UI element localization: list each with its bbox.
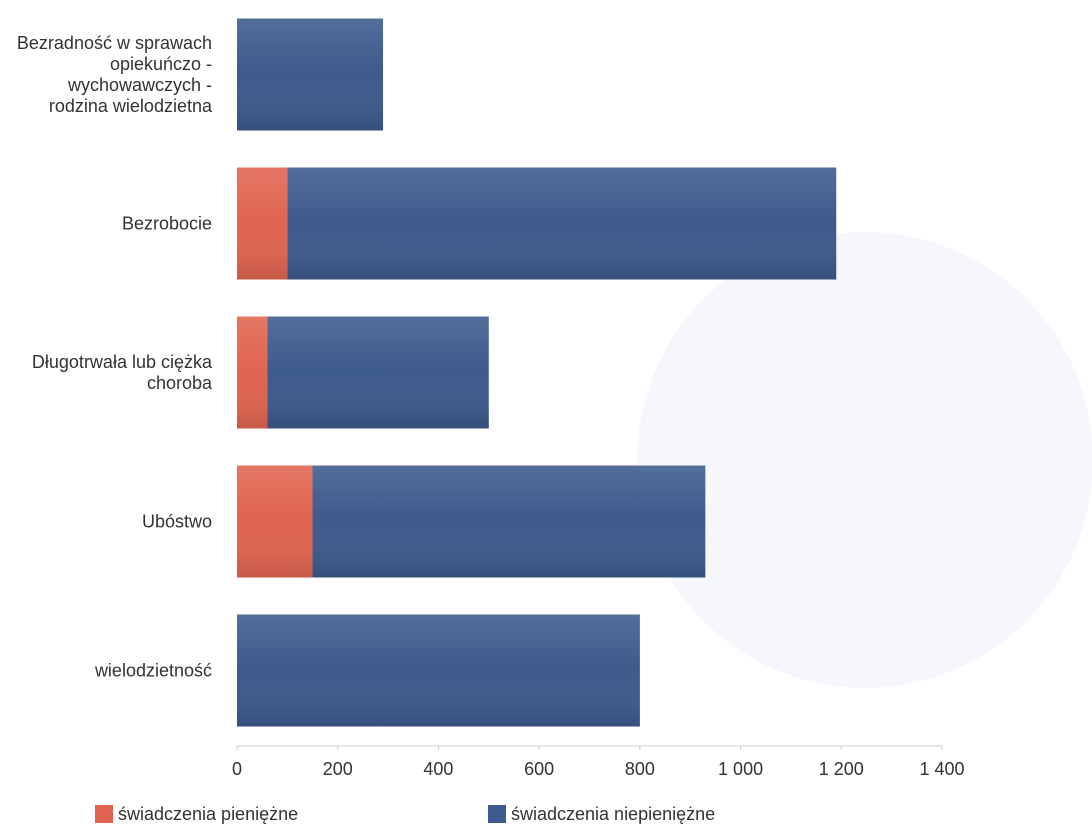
category-label: Bezradność w sprawach opiekuńczo - wycho… — [16, 32, 212, 116]
category-label: wielodzietność — [94, 660, 212, 680]
bar-shade — [237, 167, 288, 280]
x-tick-label: 1 200 — [819, 759, 864, 779]
legend-swatch — [95, 805, 113, 823]
legend-swatch — [488, 805, 506, 823]
category-label: Bezrobocie — [121, 213, 212, 233]
x-tick-label: 400 — [423, 759, 453, 779]
x-tick-label: 800 — [625, 759, 655, 779]
category-label: Długotrwała lub ciężka choroba — [31, 351, 212, 393]
x-tick-label: 1 400 — [919, 759, 964, 779]
legend-label: świadczenia pieniężne — [118, 804, 298, 824]
bar-shade — [237, 18, 384, 131]
bar-shade — [287, 167, 837, 280]
background-decoration — [637, 232, 1092, 688]
bar-shade — [237, 614, 640, 727]
bar-shade — [237, 316, 268, 429]
x-tick-label: 200 — [323, 759, 353, 779]
legend-label: świadczenia niepieniężne — [511, 804, 715, 824]
category-label: Ubóstwo — [141, 511, 212, 531]
bar-shade — [267, 316, 489, 429]
bar-shade — [237, 465, 313, 578]
x-tick-label: 600 — [524, 759, 554, 779]
x-tick-label: 0 — [232, 759, 242, 779]
bar-shade — [312, 465, 706, 578]
x-tick-label: 1 000 — [718, 759, 763, 779]
